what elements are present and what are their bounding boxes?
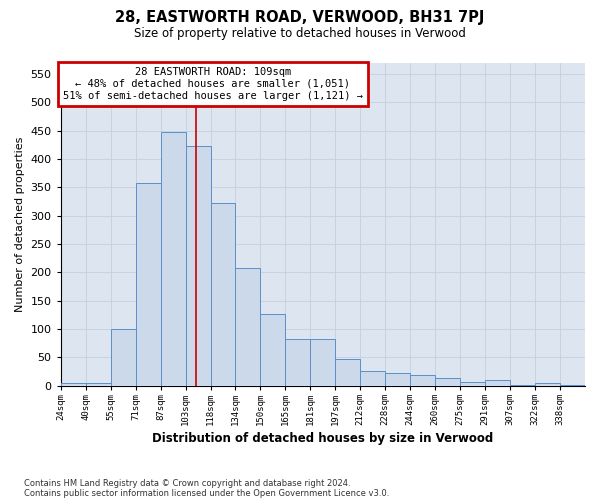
Bar (361, 370, 385, 386)
Bar (86, 383, 110, 386)
Text: Size of property relative to detached houses in Verwood: Size of property relative to detached ho… (134, 28, 466, 40)
Bar (161, 132, 185, 386)
Text: Contains HM Land Registry data © Crown copyright and database right 2024.: Contains HM Land Registry data © Crown c… (24, 478, 350, 488)
Bar (485, 380, 510, 386)
Bar (61, 383, 86, 386)
Bar (460, 382, 485, 386)
Bar (310, 339, 335, 386)
Text: Contains public sector information licensed under the Open Government Licence v3: Contains public sector information licen… (24, 488, 389, 498)
Bar (110, 329, 136, 386)
Bar (211, 203, 235, 386)
Bar (136, 184, 161, 386)
Text: 28 EASTWORTH ROAD: 109sqm
← 48% of detached houses are smaller (1,051)
51% of se: 28 EASTWORTH ROAD: 109sqm ← 48% of detac… (63, 68, 363, 100)
Bar (385, 374, 410, 386)
Bar (260, 314, 286, 386)
Bar (510, 384, 535, 386)
Bar (185, 146, 211, 386)
Bar (235, 268, 260, 386)
Bar (335, 358, 361, 386)
Bar (410, 374, 435, 386)
X-axis label: Distribution of detached houses by size in Verwood: Distribution of detached houses by size … (152, 432, 493, 445)
Y-axis label: Number of detached properties: Number of detached properties (15, 136, 25, 312)
Bar (286, 339, 310, 386)
Bar (560, 384, 585, 386)
Bar (435, 378, 460, 386)
Text: 28, EASTWORTH ROAD, VERWOOD, BH31 7PJ: 28, EASTWORTH ROAD, VERWOOD, BH31 7PJ (115, 10, 485, 25)
Bar (535, 383, 560, 386)
